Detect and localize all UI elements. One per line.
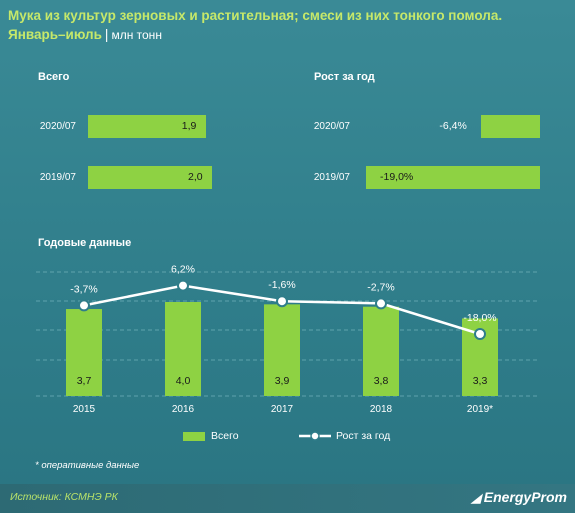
annual-bar-label-2019*: 3,3 (473, 375, 488, 387)
legend-line: Рост за год (298, 430, 390, 442)
total-row-label-1: 2019/07 (39, 172, 76, 183)
title-separator: | (104, 27, 109, 42)
x-tick-2016: 2016 (172, 404, 195, 415)
chart-title-block: Мука из культур зерновых и растительная;… (8, 6, 502, 45)
annual-bar-label-2016: 4,0 (176, 375, 191, 387)
annual-bar-label-2015: 3,7 (77, 375, 92, 387)
growth-bar-2019 (366, 166, 540, 189)
legend-bar-swatch (183, 431, 205, 441)
total-bar-2020 (88, 115, 206, 138)
footer-bar: Источник: КСМНЭ РК ◢ EnergyProm (0, 484, 575, 513)
growth-bar-2020 (481, 115, 540, 138)
x-tick-2015: 2015 (73, 404, 96, 415)
annual-bar-2016 (165, 302, 201, 396)
growth-bar-label-2019: -19,0% (380, 171, 414, 183)
logo-mark-icon: ◢ (471, 491, 481, 505)
total-bar-label-2020: 1,9 (181, 120, 197, 132)
x-tick-2017: 2017 (271, 404, 294, 415)
growth-row-label-1: 2019/07 (313, 172, 350, 183)
x-tick-2019*: 2019* (467, 404, 493, 415)
chart-unit: млн тонн (111, 28, 162, 42)
total-bar-label-2019: 2,0 (188, 171, 203, 183)
total-row-label-0: 2020/07 (39, 121, 76, 132)
growth-point-2015 (78, 299, 90, 312)
growth-label-2016: 6,2% (171, 264, 195, 276)
annual-bar-2018 (363, 306, 399, 396)
legend-line-label: Рост за год (336, 430, 391, 442)
growth-label-2015: -3,7% (70, 283, 97, 295)
annual-bar-label-2018: 3,8 (374, 375, 389, 387)
legend-bar-label: Всего (211, 430, 239, 442)
brand-logo: ◢ EnergyProm (472, 489, 567, 505)
growth-bar-label-2020: -6,4% (439, 120, 467, 132)
footnote: * оперативные данные (35, 460, 140, 471)
growth-point-2018 (375, 297, 387, 310)
total-panel-label: Всего (38, 71, 70, 83)
growth-row-label-0: 2020/07 (313, 121, 350, 132)
chart-title: Мука из культур зерновых и растительная;… (8, 8, 503, 23)
annual-bar-2015 (66, 309, 102, 396)
total-bar-2019 (88, 166, 212, 189)
logo-text: EnergyProm (483, 489, 567, 505)
annual-bar-label-2017: 3,9 (275, 375, 290, 387)
growth-label-2018: -2,7% (367, 281, 394, 293)
legend-bars: Всего (183, 430, 239, 442)
growth-point-2019* (474, 328, 486, 340)
growth-point-2016 (177, 279, 189, 292)
growth-point-2017 (276, 295, 288, 308)
x-tick-2018: 2018 (370, 404, 393, 415)
annual-bar-2017 (264, 304, 300, 396)
annual-panel-label: Годовые данные (38, 237, 132, 249)
source-text: Источник: КСМНЭ РК (10, 491, 118, 503)
growth-panel-label: Рост за год (314, 71, 375, 83)
legend-line-swatch (299, 431, 331, 441)
growth-label-2019*: -18,0% (463, 312, 496, 324)
growth-label-2017: -1,6% (268, 279, 295, 291)
chart-period: Январь–июль (8, 27, 102, 42)
